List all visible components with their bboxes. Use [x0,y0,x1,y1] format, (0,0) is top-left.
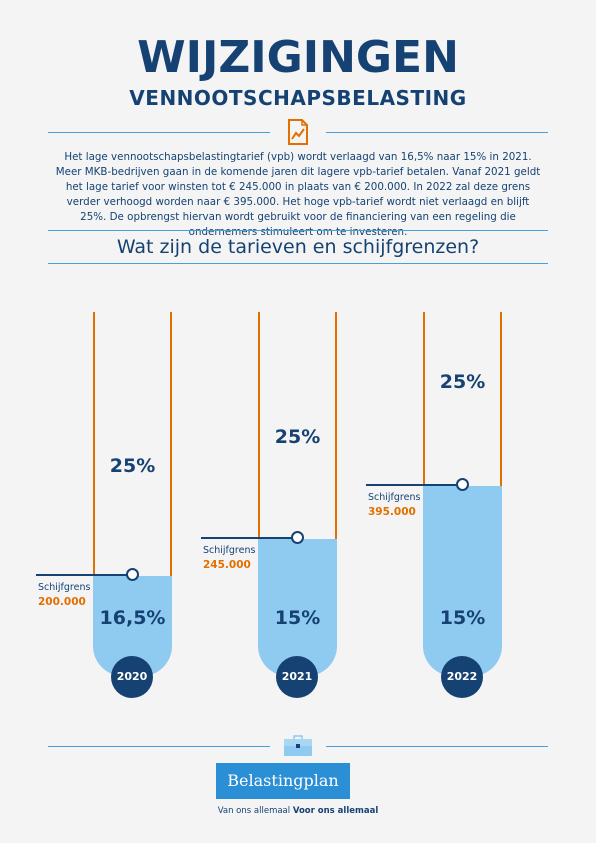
page-title: WIJZIGINGEN [137,32,459,83]
divider [48,132,270,133]
column-wall-right [170,312,172,576]
bracket-marker [291,531,304,544]
divider [48,230,548,231]
belastingplan-button[interactable]: Belastingplan [216,763,350,799]
year-badge: 2020 [111,656,153,698]
column-wall-right [335,312,337,539]
bracket-marker [456,478,469,491]
document-chart-icon [287,119,309,145]
low-rate-fill [423,486,502,676]
low-rate: 16,5% [99,607,166,629]
bracket-value: 395.000 [368,506,416,518]
divider [48,263,548,264]
section-question: Wat zijn de tarieven en schijfgrenzen? [116,236,480,258]
divider [48,746,270,747]
briefcase-icon [283,735,313,757]
column-wall-left [258,312,260,539]
page-subtitle: VENNOOTSCHAPSBELASTING [129,86,467,110]
low-rate-fill [258,539,337,676]
bracket-marker [126,568,139,581]
bracket-line [366,484,458,486]
bracket-label: Schijfgrens [368,492,421,503]
bracket-line [201,537,293,539]
year-badge: 2022 [441,656,483,698]
column-wall-left [423,312,425,486]
column-wall-left [93,312,95,576]
year-badge: 2021 [276,656,318,698]
tagline-regular: Van ons allemaal [217,806,293,816]
divider [326,746,548,747]
tagline-bold: Voor ons allemaal [292,806,379,816]
bracket-value: 245.000 [203,559,251,571]
bracket-label: Schijfgrens [38,582,91,593]
high-rate: 25% [274,426,321,448]
high-rate: 25% [109,455,156,477]
bracket-label: Schijfgrens [203,545,256,556]
low-rate: 15% [439,607,486,629]
tagline: Van ons allemaal Voor ons allemaal [0,806,596,816]
low-rate: 15% [274,607,321,629]
column-wall-right [500,312,502,486]
bracket-value: 200.000 [38,596,86,608]
intro-text: Het lage vennootschapsbelastingtarief (v… [55,151,541,238]
divider [326,132,548,133]
high-rate: 25% [439,371,486,393]
bracket-line [36,574,128,576]
